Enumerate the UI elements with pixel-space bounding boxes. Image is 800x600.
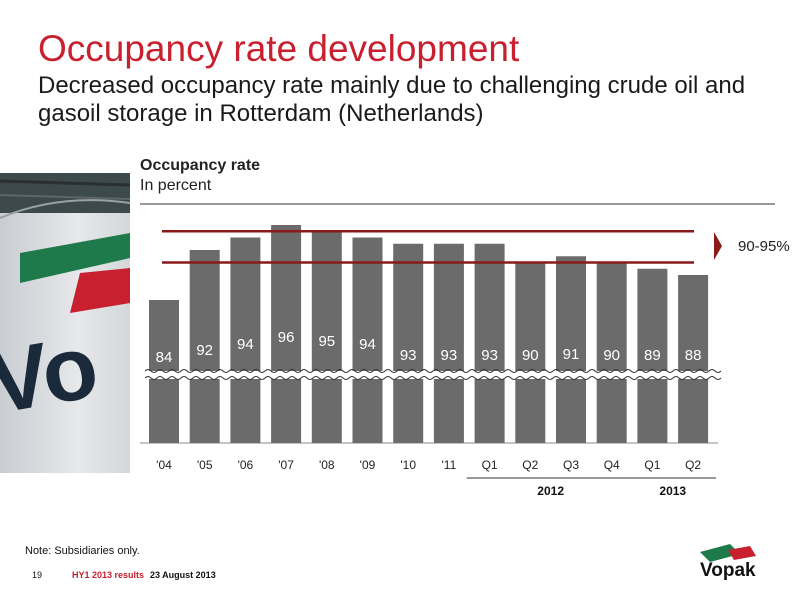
- bar: [556, 256, 586, 443]
- data-label: 93: [400, 347, 417, 364]
- bar: [596, 262, 627, 443]
- tick-label: Q2: [522, 458, 538, 472]
- photo-logo-text: Vo: [0, 316, 105, 433]
- bar: [311, 231, 342, 443]
- tick-label: '10: [400, 458, 416, 472]
- tick-label: '06: [238, 458, 254, 472]
- bar: [515, 262, 546, 443]
- chart-unit: In percent: [140, 177, 212, 194]
- tick-label: '07: [278, 458, 294, 472]
- bar: [230, 237, 261, 443]
- bar: [678, 275, 709, 443]
- data-label: 95: [318, 333, 335, 350]
- bar: [474, 243, 505, 443]
- bar: [352, 237, 383, 443]
- tick-label: '11: [442, 458, 457, 472]
- chart-title: Occupancy rate: [140, 157, 261, 174]
- bar: [637, 268, 668, 443]
- tick-label: Q2: [685, 458, 701, 472]
- group-label: 2013: [659, 484, 686, 498]
- data-label: 94: [359, 336, 376, 353]
- tick-label: Q3: [563, 458, 579, 472]
- slide-subtitle: Decreased occupancy rate mainly due to c…: [38, 72, 746, 127]
- band-arrow-icon: [714, 232, 722, 260]
- data-label: 93: [441, 347, 458, 364]
- bar: [393, 243, 424, 443]
- tick-label: Q4: [604, 458, 620, 472]
- data-label: 92: [196, 342, 213, 359]
- tick-label: '08: [319, 458, 335, 472]
- tick-label: Q1: [644, 458, 660, 472]
- vopak-logo-icon: [700, 544, 756, 562]
- footnote: Note: Subsidiaries only.: [25, 545, 140, 557]
- bar: [189, 250, 220, 443]
- data-label: 91: [563, 346, 580, 363]
- data-label: 88: [685, 347, 702, 364]
- tick-label: Q1: [482, 458, 498, 472]
- tick-label: '09: [360, 458, 376, 472]
- target-band-label: 90-95%: [738, 238, 790, 255]
- footer-date: 23 August 2013: [150, 570, 216, 580]
- data-label: 89: [644, 347, 661, 364]
- data-label: 90: [522, 347, 539, 364]
- footer-results-label: HY1 2013 results: [72, 570, 145, 580]
- group-label: 2012: [537, 484, 564, 498]
- tick-label: '04: [156, 458, 172, 472]
- data-label: 93: [481, 347, 498, 364]
- storage-tank-photo: Vo: [0, 173, 130, 473]
- data-label: 84: [156, 349, 173, 366]
- bar: [433, 243, 464, 443]
- data-label: 90: [603, 347, 620, 364]
- page-number: 19: [32, 570, 43, 580]
- axis-break: [144, 369, 722, 380]
- vopak-logo-text: Vopak: [700, 560, 756, 581]
- data-label: 94: [237, 336, 254, 353]
- slide-title: Occupancy rate development: [38, 28, 520, 69]
- data-label: 96: [278, 329, 295, 346]
- tick-label: '05: [197, 458, 213, 472]
